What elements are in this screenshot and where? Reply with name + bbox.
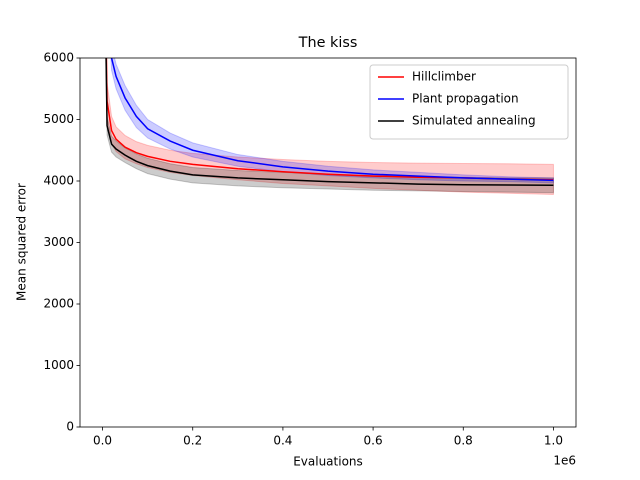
y-tick-label: 2000 (43, 297, 74, 311)
x-tick-label: 0.0 (93, 434, 112, 448)
legend-label: Plant propagation (412, 92, 519, 106)
error-band (110, 58, 554, 184)
x-tick-label: 0.2 (183, 434, 202, 448)
chart-title: The kiss (298, 35, 358, 51)
line (110, 58, 554, 182)
y-tick-label: 6000 (43, 51, 74, 65)
x-tick-label: 0.6 (364, 434, 383, 448)
x-tick-label: 0.8 (454, 434, 473, 448)
error-band (105, 58, 554, 196)
line (105, 58, 554, 181)
plot-area (105, 58, 554, 196)
legend-label: Hillclimber (412, 70, 476, 84)
y-tick-label: 4000 (43, 174, 74, 188)
x-tick-label: 0.4 (273, 434, 292, 448)
line (105, 58, 554, 187)
legend-frame (369, 64, 569, 140)
x-offset-label: 1e6 (553, 454, 576, 468)
y-tick-label: 5000 (43, 112, 74, 126)
y-tick-label: 0 (66, 420, 74, 434)
x-tick-label: 1.0 (544, 434, 563, 448)
y-tick-label: 3000 (43, 235, 74, 249)
y-tick-label: 1000 (43, 358, 74, 372)
y-axis-label: Mean squared error (15, 183, 29, 301)
legend-label: Simulated annealing (412, 114, 536, 128)
x-axis-label: Evaluations (293, 455, 363, 469)
